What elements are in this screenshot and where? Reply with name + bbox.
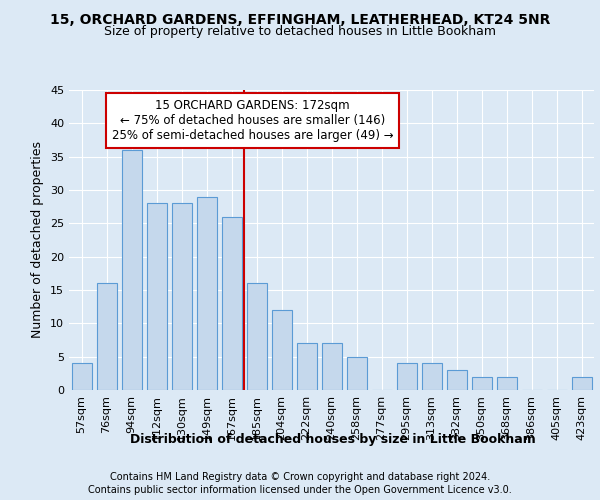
Bar [271, 310, 292, 390]
Bar [197, 196, 217, 390]
Bar [97, 284, 116, 390]
Text: 15, ORCHARD GARDENS, EFFINGHAM, LEATHERHEAD, KT24 5NR: 15, ORCHARD GARDENS, EFFINGHAM, LEATHERH… [50, 12, 550, 26]
Bar [172, 204, 191, 390]
Bar [71, 364, 91, 390]
Bar [221, 216, 241, 390]
Text: Contains HM Land Registry data © Crown copyright and database right 2024.: Contains HM Land Registry data © Crown c… [110, 472, 490, 482]
Bar [497, 376, 517, 390]
Text: Distribution of detached houses by size in Little Bookham: Distribution of detached houses by size … [130, 432, 536, 446]
Bar [472, 376, 491, 390]
Text: Contains public sector information licensed under the Open Government Licence v3: Contains public sector information licen… [88, 485, 512, 495]
Y-axis label: Number of detached properties: Number of detached properties [31, 142, 44, 338]
Bar [146, 204, 167, 390]
Bar [397, 364, 416, 390]
Bar [421, 364, 442, 390]
Bar [322, 344, 341, 390]
Bar [347, 356, 367, 390]
Bar [121, 150, 142, 390]
Text: Size of property relative to detached houses in Little Bookham: Size of property relative to detached ho… [104, 25, 496, 38]
Text: 15 ORCHARD GARDENS: 172sqm
← 75% of detached houses are smaller (146)
25% of sem: 15 ORCHARD GARDENS: 172sqm ← 75% of deta… [112, 99, 394, 142]
Bar [296, 344, 317, 390]
Bar [571, 376, 592, 390]
Bar [247, 284, 266, 390]
Bar [446, 370, 467, 390]
